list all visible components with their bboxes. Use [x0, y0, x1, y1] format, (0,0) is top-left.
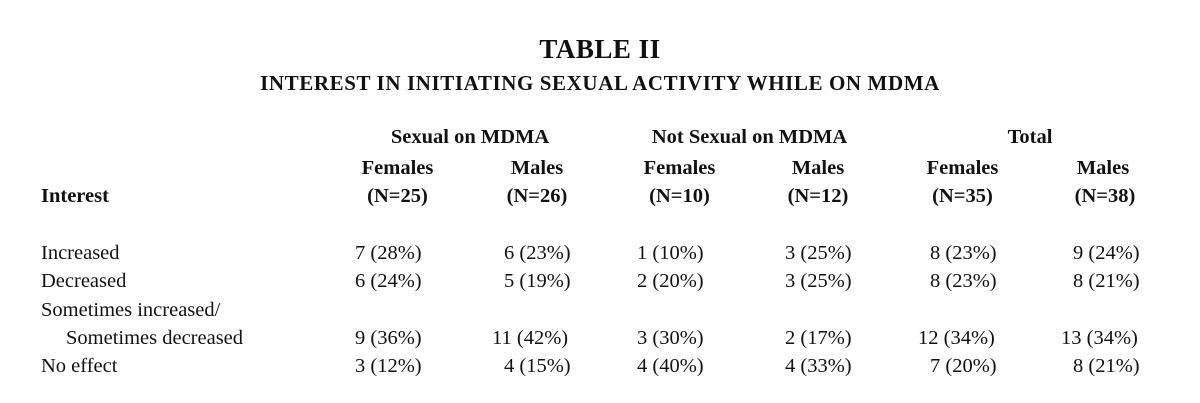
table-cell: 3 (25%) — [785, 242, 852, 264]
col-n-females-total: (N=35) — [932, 185, 993, 207]
table-cell: 4 (40%) — [637, 355, 704, 377]
table-cell: 11 (42%) — [492, 327, 569, 349]
table-cell: 7 (28%) — [355, 242, 422, 264]
col-header-males-sexual: Males — [510, 157, 564, 179]
table-cell: 8 (21%) — [1073, 270, 1140, 292]
col-n-males-not-sexual: (N=12) — [787, 185, 849, 207]
table-cell: 3 (30%) — [637, 327, 704, 349]
table-cell: 3 (25%) — [785, 270, 852, 292]
table-cell: 2 (20%) — [637, 270, 704, 292]
table-cell: 4 (33%) — [785, 355, 852, 377]
col-n-males-sexual: (N=26) — [506, 185, 568, 207]
table-title: TABLE II — [539, 34, 661, 64]
group-header-not-sexual: Not Sexual on MDMA — [651, 126, 848, 148]
row-label-sometimes-increased: Sometimes increased/ — [41, 299, 221, 321]
col-header-females-sexual: Females — [361, 157, 434, 179]
col-n-females-sexual: (N=25) — [367, 185, 428, 207]
table-subtitle: INTEREST IN INITIATING SEXUAL ACTIVITY W… — [260, 71, 940, 95]
col-header-males-total: Males — [1076, 157, 1130, 179]
table-cell: 9 (36%) — [355, 327, 422, 349]
col-n-males-total: (N=38) — [1074, 185, 1136, 207]
table-cell: 13 (34%) — [1061, 327, 1138, 349]
table-cell: 8 (21%) — [1073, 355, 1140, 377]
row-label-increased: Increased — [41, 242, 120, 264]
row-label-decreased: Decreased — [41, 270, 127, 292]
table-cell: 2 (17%) — [785, 327, 852, 349]
table-cell: 6 (24%) — [355, 270, 422, 292]
table-cell: 12 (34%) — [918, 327, 995, 349]
table-cell: 6 (23%) — [504, 242, 571, 264]
table-cell: 4 (15%) — [504, 355, 571, 377]
table-cell: 3 (12%) — [355, 355, 422, 377]
table-cell: 5 (19%) — [504, 270, 571, 292]
group-header-total: Total — [1007, 126, 1053, 148]
row-label-sometimes-decreased: Sometimes decreased — [66, 327, 244, 349]
col-header-males-not-sexual: Males — [791, 157, 845, 179]
table-cell: 9 (24%) — [1073, 242, 1140, 264]
col-header-females-not-sexual: Females — [643, 157, 716, 179]
row-header-interest: Interest — [41, 185, 109, 207]
table-cell: 1 (10%) — [637, 242, 704, 264]
group-header-sexual: Sexual on MDMA — [390, 126, 550, 148]
table-cell: 8 (23%) — [930, 270, 997, 292]
table-cell: 7 (20%) — [930, 355, 997, 377]
col-n-females-not-sexual: (N=10) — [649, 185, 710, 207]
table-cell: 8 (23%) — [930, 242, 997, 264]
row-label-no-effect: No effect — [41, 355, 118, 377]
col-header-females-total: Females — [926, 157, 999, 179]
